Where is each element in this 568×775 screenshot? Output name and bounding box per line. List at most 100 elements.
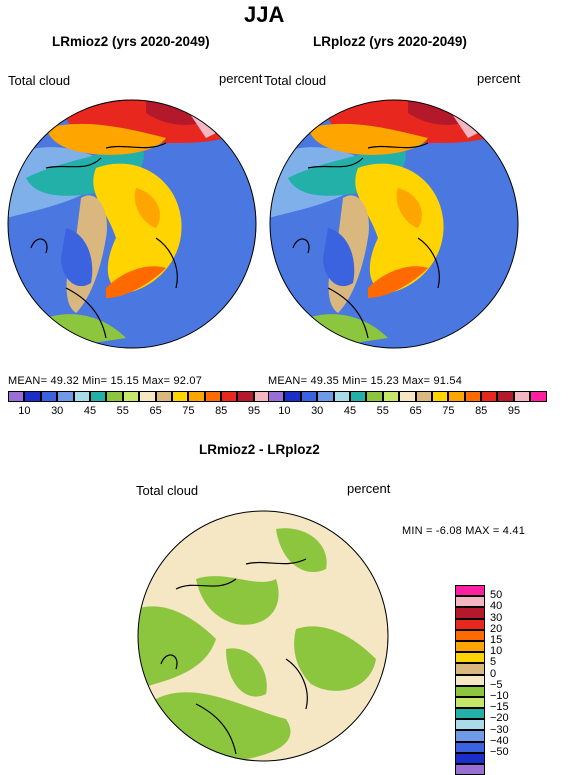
colorbar-tick-label: −30 xyxy=(490,723,509,736)
colorbar-swatch xyxy=(237,391,254,402)
colorbar-swatch xyxy=(333,391,350,402)
colorbar-swatch xyxy=(455,741,485,753)
left-colorbar xyxy=(8,391,287,402)
colorbar-swatch xyxy=(464,391,482,402)
colorbar-swatch xyxy=(24,391,41,402)
right-panel-variable-label: Total cloud xyxy=(264,73,327,88)
right-polar-map xyxy=(269,99,519,349)
colorbar-tick-label: 5 xyxy=(490,656,497,669)
colorbar-swatch xyxy=(300,391,318,402)
left-panel-stats: MEAN= 49.32 Min= 15.15 Max= 92.07 xyxy=(8,375,203,387)
colorbar-swatch xyxy=(349,391,367,402)
colorbar-swatch xyxy=(317,391,334,402)
colorbar-swatch xyxy=(122,391,140,402)
map-region-orange-stripe xyxy=(368,266,428,298)
colorbar-tick-label: 0 xyxy=(490,667,497,680)
left-panel-variable-label: Total cloud xyxy=(8,73,71,88)
colorbar-swatch xyxy=(455,752,485,764)
diff-region-green xyxy=(138,606,216,689)
colorbar-tick-label: 50 xyxy=(490,589,503,602)
colorbar-tick-label: 65 xyxy=(409,405,422,417)
colorbar-swatch xyxy=(455,719,485,731)
colorbar-swatch xyxy=(188,391,205,402)
diff-region-green xyxy=(276,528,327,573)
colorbar-swatch xyxy=(139,391,156,402)
colorbar-tick-label: 95 xyxy=(507,405,521,417)
colorbar-swatch xyxy=(455,674,485,686)
colorbar-tick-label: 75 xyxy=(442,405,455,417)
colorbar-swatch xyxy=(415,391,432,402)
colorbar-tick-label: −10 xyxy=(490,690,509,702)
colorbar-swatch xyxy=(455,596,485,608)
right-panel-stats: MEAN= 49.35 Min= 15.23 Max= 91.54 xyxy=(268,375,463,387)
coastline xyxy=(292,142,440,339)
colorbar-swatch xyxy=(455,640,485,653)
right-panel-units-label: percent xyxy=(477,71,521,86)
colorbar-swatch xyxy=(106,391,123,402)
colorbar-swatch xyxy=(530,391,547,402)
colorbar-swatch xyxy=(455,652,485,664)
difference-polar-map xyxy=(137,510,389,762)
colorbar-tick-label: 30 xyxy=(51,405,64,417)
colorbar-tick-label: −50 xyxy=(490,746,509,758)
colorbar-swatch xyxy=(448,391,465,402)
colorbar-tick-label: 95 xyxy=(247,405,261,417)
left-panel-title: LRmioz2 (yrs 2020-2049) xyxy=(52,34,210,49)
colorbar-tick-label: 75 xyxy=(182,405,195,417)
colorbar-tick-label: 55 xyxy=(116,405,129,417)
colorbar-swatch xyxy=(8,391,25,402)
right-panel-title: LRploz2 (yrs 2020-2049) xyxy=(313,34,467,49)
colorbar-tick-label: −5 xyxy=(490,678,503,691)
colorbar-swatch xyxy=(455,663,485,675)
colorbar-tick-label: −40 xyxy=(490,734,509,747)
colorbar-swatch xyxy=(171,391,189,402)
colorbar-swatch xyxy=(455,585,485,597)
colorbar-tick-label: 10 xyxy=(18,405,31,417)
colorbar-swatch xyxy=(366,391,383,402)
colorbar-swatch xyxy=(455,607,485,619)
left-panel-units-label: percent xyxy=(219,71,263,86)
colorbar-swatch xyxy=(40,391,58,402)
colorbar-tick-label: −15 xyxy=(490,701,509,714)
colorbar-tick-label: 55 xyxy=(376,405,389,417)
colorbar-swatch xyxy=(513,391,531,402)
map-border xyxy=(269,99,519,349)
colorbar-swatch xyxy=(221,391,238,402)
colorbar-tick-label: 45 xyxy=(343,405,357,417)
map-border xyxy=(7,99,257,349)
colorbar-swatch xyxy=(497,391,514,402)
colorbar-tick-label: 85 xyxy=(475,405,488,417)
colorbar-swatch xyxy=(155,391,172,402)
coastline xyxy=(30,142,178,339)
diff-panel-units-label: percent xyxy=(347,481,391,496)
diff-colorbar xyxy=(455,585,485,775)
colorbar-swatch xyxy=(73,391,90,402)
colorbar-tick-label: 30 xyxy=(490,611,503,624)
colorbar-tick-label: 65 xyxy=(149,405,162,417)
map-border xyxy=(137,510,389,762)
colorbar-tick-label: 30 xyxy=(311,405,324,417)
diff-panel-stats: MIN = -6.08 MAX = 4.41 xyxy=(402,525,526,537)
colorbar-swatch xyxy=(431,391,449,402)
colorbar-swatch xyxy=(455,708,485,720)
colorbar-tick-label: 45 xyxy=(83,405,97,417)
diff-region-green xyxy=(196,576,279,625)
diff-region-green xyxy=(294,626,376,691)
coastline xyxy=(160,558,308,755)
map-region-orange-stripe xyxy=(106,266,166,298)
left-polar-map xyxy=(7,99,257,349)
colorbar-tick-label: 15 xyxy=(490,634,503,646)
diff-region-green xyxy=(226,648,267,697)
map-region-yellow-core xyxy=(93,163,182,293)
colorbar-swatch xyxy=(284,391,301,402)
colorbar-swatch xyxy=(455,730,485,742)
colorbar-swatch xyxy=(481,391,498,402)
right-colorbar xyxy=(268,391,547,402)
colorbar-swatch xyxy=(382,391,400,402)
figure-title: JJA xyxy=(244,2,285,27)
colorbar-tick-label: 85 xyxy=(215,405,228,417)
colorbar-tick-label: 20 xyxy=(490,622,503,635)
colorbar-swatch xyxy=(57,391,74,402)
map-region-yellow-core xyxy=(355,163,444,293)
colorbar-tick-label: 10 xyxy=(278,405,291,417)
